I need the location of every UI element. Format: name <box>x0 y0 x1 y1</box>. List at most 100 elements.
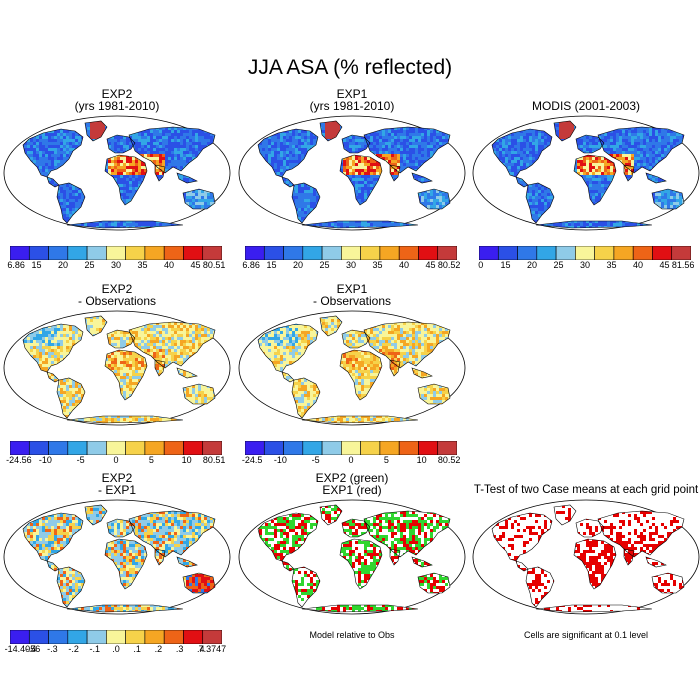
colorbar-swatch <box>321 246 342 260</box>
colorbar-tick-label: .3 <box>176 644 184 654</box>
colorbar-swatch <box>437 246 457 260</box>
colorbar-tick-label: 30 <box>111 260 121 270</box>
colorbar-tick-label: 45 <box>190 260 200 270</box>
p4-colorbar: -24.56 -10 -5 0 5 10 80.51 <box>6 441 225 467</box>
p8-note: Cells are significant at 0.1 level <box>471 630 700 640</box>
colorbar-tick-label: 0 <box>478 260 483 270</box>
colorbar-swatch <box>125 246 146 260</box>
colorbar-swatch <box>418 246 439 260</box>
colorbar-tick-label: -5 <box>77 455 85 465</box>
colorbar-swatch <box>28 441 49 455</box>
panel-title-line1: EXP1 <box>237 88 467 100</box>
colorbar-tick-label: -10 <box>39 455 52 465</box>
colorbar-swatch <box>594 246 615 260</box>
coastlines <box>22 120 216 229</box>
p7-note: Model relative to Obs <box>237 630 467 640</box>
colorbar-tick-label: 10 <box>417 455 427 465</box>
colorbar-swatch <box>48 630 69 644</box>
colorbar-tick-label: 0 <box>348 455 353 465</box>
colorbar-swatch <box>163 246 184 260</box>
panel-title: MODIS (2001-2003) <box>471 86 700 112</box>
panel-title: EXP1 (yrs 1981-2010) <box>237 86 467 112</box>
colorbar-swatch <box>28 630 49 644</box>
colorbar-swatch <box>302 441 323 455</box>
colorbar-swatch <box>302 246 323 260</box>
colorbar-swatch <box>398 441 419 455</box>
p5-map <box>238 310 466 426</box>
colorbar-swatch <box>183 246 204 260</box>
colorbar-tick-label: 20 <box>527 260 537 270</box>
colorbar-swatch <box>671 246 691 260</box>
colorbar-swatch <box>398 246 419 260</box>
colorbar-tick-label: 80.51 <box>203 260 226 270</box>
colorbar-swatch <box>321 441 342 455</box>
colorbar-tick-label: 25 <box>553 260 563 270</box>
p3-panel: MODIS (2001-2003) <box>471 86 700 231</box>
colorbar-swatch <box>283 246 304 260</box>
colorbar-tick-label: -.1 <box>90 644 101 654</box>
colorbar-tick-label: 5 <box>384 455 389 465</box>
panel-title-line2: - Observations <box>237 295 467 307</box>
p7-panel: EXP2 (green) EXP1 (red) <box>237 470 467 615</box>
colorbar-swatch <box>48 246 69 260</box>
colorbar-tick-label: 15 <box>500 260 510 270</box>
colorbar-swatch <box>263 246 284 260</box>
colorbar-swatch <box>183 630 204 644</box>
colorbar-tick-label: 5 <box>149 455 154 465</box>
panel-title-line2: MODIS (2001-2003) <box>471 100 700 112</box>
colorbar-tick-label: 0 <box>113 455 118 465</box>
p6-map <box>3 499 231 615</box>
colorbar-tick-label: 10 <box>182 455 192 465</box>
colorbar-swatch <box>479 246 499 260</box>
colorbar-tick-label: 25 <box>319 260 329 270</box>
colorbar-swatch <box>163 441 184 455</box>
colorbar-tick-label: 35 <box>372 260 382 270</box>
colorbar-swatch <box>263 441 284 455</box>
colorbar-tick-label: .2 <box>155 644 163 654</box>
colorbar-swatch <box>379 246 400 260</box>
colorbar-swatch <box>48 441 69 455</box>
figure-title: JJA ASA (% reflected) <box>0 56 700 80</box>
colorbar-swatch <box>10 630 30 644</box>
colorbar-swatch <box>106 246 126 260</box>
p1-map <box>3 115 231 231</box>
p5-colorbar: -24.5 -10 -5 0 5 10 80.52 <box>242 441 460 467</box>
colorbar-tick-label: 45 <box>659 260 669 270</box>
colorbar-swatch <box>86 246 107 260</box>
colorbar-swatch <box>418 441 439 455</box>
p8-panel: T-Test of two Case means at each grid po… <box>471 470 700 615</box>
panel-title: EXP2 (green) EXP1 (red) <box>237 470 467 496</box>
colorbar-swatch <box>555 246 576 260</box>
colorbar-swatch <box>10 441 30 455</box>
colorbar-swatch <box>497 246 518 260</box>
panel-title-line1: EXP2 <box>2 472 232 484</box>
p6-colorbar: -14.4056 -.4 -.3 -.2 -.1 .0 .1 .2 .3 .4 7.3747 <box>5 630 226 656</box>
colorbar-tick-label: 30 <box>580 260 590 270</box>
coastlines <box>491 504 685 613</box>
colorbar-tick-label: -5 <box>312 455 320 465</box>
colorbar-tick-label: 30 <box>346 260 356 270</box>
p5-panel: EXP1- Observations <box>237 281 467 426</box>
p6-panel: EXP2- EXP1 <box>2 470 232 615</box>
panel-title-line1: EXP2 <box>2 88 232 100</box>
panel-title-line2: - EXP1 <box>2 484 232 496</box>
colorbar-tick-label: 6.86 <box>7 260 25 270</box>
coastlines <box>257 120 451 229</box>
p2-panel: EXP1 (yrs 1981-2010) <box>237 86 467 231</box>
colorbar-tick-label: .0 <box>112 644 120 654</box>
p3-colorbar: 0 15 20 25 30 35 40 45 81.56 <box>478 246 694 272</box>
colorbar-tick-label: 45 <box>425 260 435 270</box>
panel-title-line1: EXP1 <box>237 283 467 295</box>
panel-title: EXP2 (yrs 1981-2010) <box>2 86 232 112</box>
panel-title-line1: EXP2 <box>2 283 232 295</box>
colorbar-tick-label: -24.56 <box>6 455 32 465</box>
p8-map <box>472 499 700 615</box>
colorbar-tick-label: 20 <box>58 260 68 270</box>
colorbar-swatch <box>632 246 653 260</box>
colorbar-tick-label: 40 <box>633 260 643 270</box>
colorbar-tick-label: 6.86 <box>242 260 260 270</box>
colorbar-swatch <box>67 630 88 644</box>
colorbar-swatch <box>652 246 673 260</box>
colorbar-tick-label: -.3 <box>47 644 58 654</box>
p4-panel: EXP2- Observations <box>2 281 232 426</box>
